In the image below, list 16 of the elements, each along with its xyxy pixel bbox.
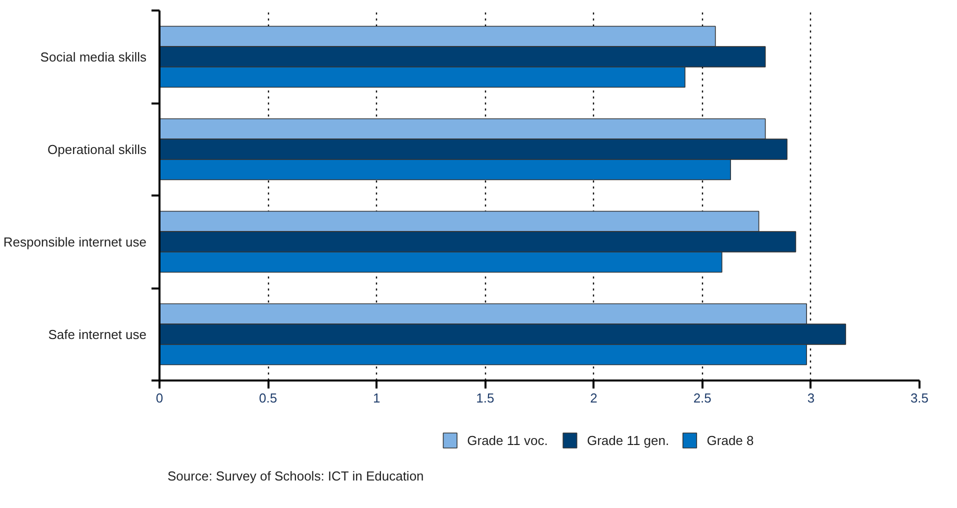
legend-label: Grade 11 voc. — [467, 433, 548, 448]
y-tick-label: Operational skills — [48, 142, 147, 157]
x-tick-label: 1 — [373, 390, 380, 406]
legend-label: Grade 8 — [706, 433, 754, 448]
x-tick-label: 3 — [807, 390, 815, 406]
y-tick-label: Responsible internet use — [3, 234, 147, 250]
x-tick-label: 0.5 — [259, 390, 278, 406]
source-note: Source: Survey of Schools: ICT in Education — [168, 468, 424, 484]
x-tick-label: 1.5 — [476, 390, 494, 406]
y-tick-label: Safe internet use — [48, 326, 147, 342]
x-tick-label: 2.5 — [693, 390, 712, 406]
y-tick-label: Social media skills — [40, 49, 147, 64]
x-tick-label: 0 — [156, 390, 164, 406]
legend-label: Grade 11 gen. — [586, 433, 670, 448]
x-tick-label: 3.5 — [910, 390, 929, 406]
x-tick-label: 2 — [590, 390, 598, 406]
